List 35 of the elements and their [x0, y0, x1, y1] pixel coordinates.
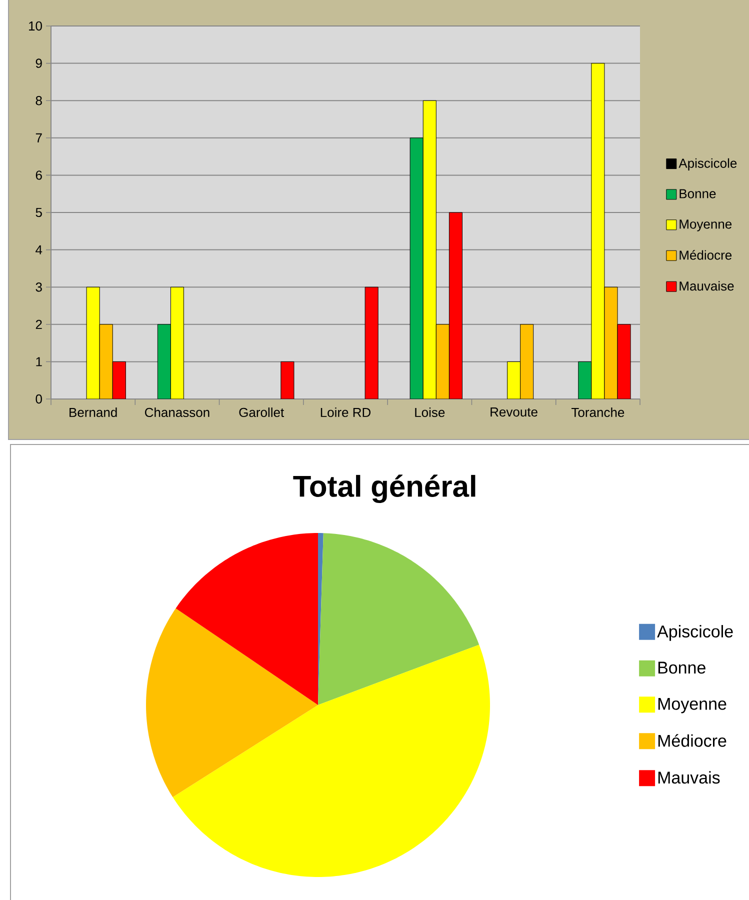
y-tick-label: 1: [36, 357, 42, 366]
y-tick-label: 7: [36, 133, 42, 142]
legend-label: Apiscicole: [657, 625, 733, 641]
x-tick-label: Loire RD: [320, 408, 371, 418]
x-tick-label: Garollet: [239, 408, 284, 418]
legend-label: Moyenne: [658, 698, 726, 714]
y-tick-label: 4: [36, 245, 42, 254]
legend-label: Médiocre: [680, 250, 732, 260]
y-tick-label: 3: [36, 282, 42, 292]
bar: [436, 324, 450, 399]
y-tick-label: 5: [36, 208, 42, 218]
y-tick-label: 8: [36, 96, 42, 106]
y-tick-label: 10: [29, 21, 42, 31]
legend-label: Mauvaise: [680, 281, 734, 291]
x-tick-label: Bernand: [70, 408, 117, 418]
bar: [520, 324, 534, 399]
bar: [99, 324, 113, 399]
chart-title: Total général: [293, 474, 476, 504]
x-tick-label: Toranche: [571, 408, 624, 418]
bar: [280, 361, 294, 399]
x-tick-label: Chanasson: [144, 408, 210, 418]
legend-label: Mauvais: [658, 771, 720, 784]
y-tick-label: 2: [36, 320, 42, 329]
x-tick-label: Revoute: [490, 408, 538, 417]
bar: [364, 286, 378, 399]
x-tick-label: Loise: [415, 408, 445, 418]
legend-label: Médiocre: [658, 734, 726, 747]
bar: [604, 286, 618, 399]
y-tick-label: 9: [36, 58, 42, 68]
legend-label: Moyenne: [680, 220, 732, 232]
y-tick-label: 0: [36, 394, 42, 404]
y-tick-label: 6: [36, 170, 42, 180]
legend-label: Apiscicole: [678, 158, 737, 170]
legend-label: Bonne: [680, 189, 716, 198]
legend-label: Bonne: [658, 662, 706, 674]
